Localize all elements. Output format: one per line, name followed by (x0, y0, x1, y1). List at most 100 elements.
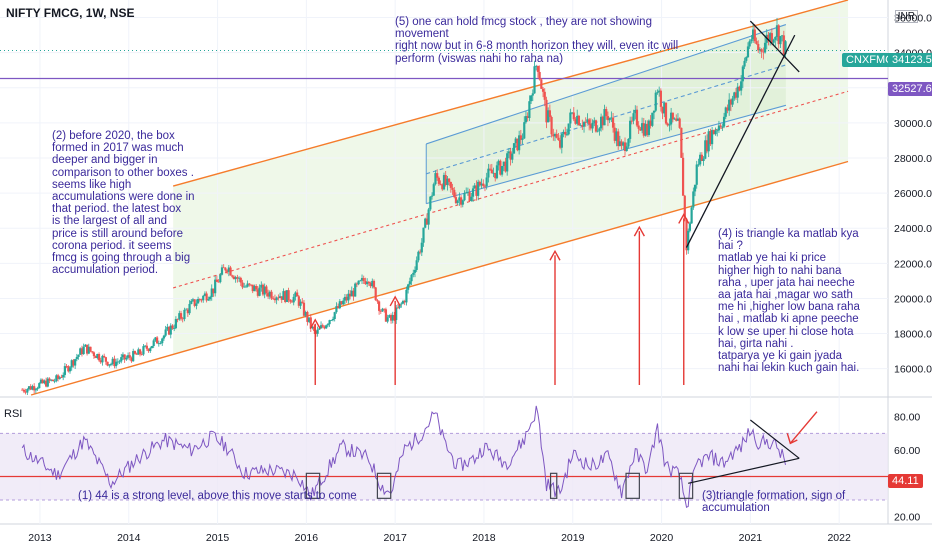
candle-body (372, 280, 376, 288)
price-tick-label: 20000.00 (894, 293, 932, 305)
candle-body (570, 112, 574, 114)
candle-body (673, 118, 676, 120)
candle-body (265, 286, 268, 294)
candle-body (362, 278, 365, 282)
time-tick-label: 2016 (295, 532, 319, 544)
candle-body (157, 343, 160, 345)
candle-body (183, 309, 186, 320)
price-tick-label: 18000.00 (894, 329, 932, 341)
triangle-upper-line (749, 20, 800, 73)
candle-body (41, 379, 44, 384)
rsi-tick-label: 20.00 (894, 512, 920, 524)
candle-body (212, 288, 215, 294)
candle-body (685, 218, 688, 251)
candle-body (676, 118, 680, 121)
orange-channel-upper (172, 0, 849, 187)
candle-body (436, 173, 439, 178)
candle-body (681, 157, 685, 196)
candle-body (782, 35, 785, 55)
candle-body (651, 112, 654, 126)
candle-body (272, 298, 275, 300)
candle-body (284, 291, 287, 302)
candle-body (586, 119, 589, 123)
up-arrow-head (633, 225, 645, 237)
candle-body (142, 346, 145, 355)
candle-body (424, 218, 427, 228)
candle-body (577, 115, 581, 126)
candle-body (482, 183, 485, 186)
candle-body (543, 91, 546, 100)
candle-body (622, 142, 625, 146)
candle-body (526, 116, 529, 119)
candle-body (181, 318, 184, 320)
candle-body (540, 79, 543, 89)
candle-body (140, 354, 143, 355)
candle-body (608, 118, 611, 121)
candle-body (615, 131, 618, 141)
candle-body (309, 317, 312, 329)
candle-body (470, 196, 473, 202)
rsi-triangle-upper (749, 419, 800, 459)
candle-body (77, 354, 80, 357)
candle-body (224, 267, 227, 271)
candle-body (640, 123, 644, 131)
candle-body (45, 380, 48, 387)
candle-body (410, 274, 413, 282)
time-tick-label: 2017 (383, 532, 407, 544)
candle-body (565, 134, 569, 136)
candle-body (220, 267, 224, 275)
candle-body (412, 272, 415, 275)
candle-body (441, 184, 444, 190)
candle-body (417, 251, 420, 261)
candle-body (144, 345, 147, 347)
candle-body (702, 158, 705, 161)
candle-body (596, 130, 599, 132)
candle-body (664, 102, 668, 124)
candle-body (646, 123, 649, 135)
candle-body (357, 280, 360, 285)
candle-body (721, 126, 724, 128)
candle-body (383, 308, 386, 310)
candle-body (278, 296, 282, 298)
candle-body (707, 131, 710, 152)
candle-body (784, 41, 787, 55)
candle-body (229, 267, 232, 276)
candle-body (427, 209, 430, 225)
candle-body (70, 360, 73, 368)
candle-body (33, 386, 36, 391)
candle-body (760, 49, 763, 52)
candle-body (497, 160, 500, 166)
candle-body (21, 389, 24, 391)
candle-body (415, 260, 418, 270)
candle-body (678, 118, 681, 128)
candle-body (567, 123, 570, 135)
candle-body (326, 324, 329, 326)
up-arrow-head (389, 295, 401, 307)
candle-body (39, 379, 43, 384)
candle-body (371, 280, 374, 287)
candle-body (166, 326, 169, 330)
candle-body (659, 90, 662, 107)
candle-body (420, 242, 423, 253)
candle-body (499, 160, 502, 175)
candle-body (738, 86, 741, 91)
rsi-arrow (789, 411, 818, 444)
candle-body (478, 181, 481, 186)
candle-body (541, 88, 545, 92)
price-tick-label: 16000.00 (894, 364, 932, 376)
candle-body (480, 183, 483, 186)
candle-body (555, 134, 558, 138)
candle-body (774, 37, 777, 40)
candle-body (675, 118, 678, 121)
candle-body (465, 192, 468, 194)
candle-body (113, 358, 116, 367)
candle-body (600, 116, 603, 129)
candle-body (360, 278, 364, 281)
candle-body (603, 109, 606, 126)
time-tick-label: 2013 (28, 532, 52, 544)
candle-body (395, 307, 398, 321)
candle-body (726, 107, 729, 111)
candle-body (405, 289, 408, 303)
candle-body (67, 366, 70, 372)
candle-body (729, 99, 732, 105)
